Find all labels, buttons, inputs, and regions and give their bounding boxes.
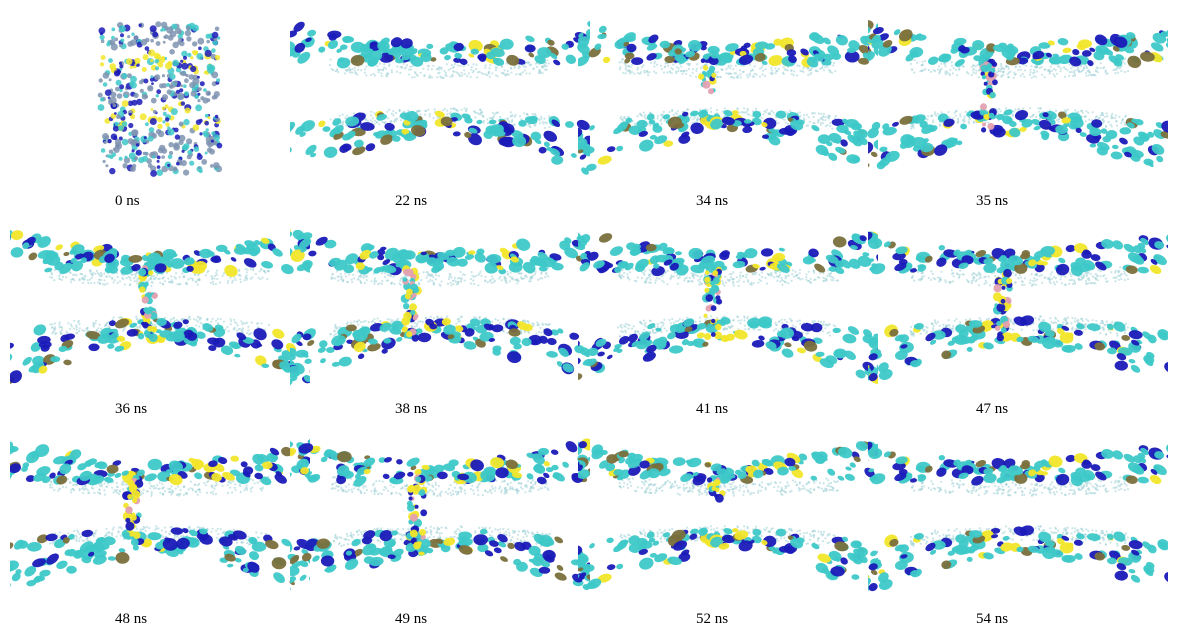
snapshot-frame: 22 ns	[290, 8, 590, 220]
snapshot-time-label: 22 ns	[395, 193, 427, 210]
snapshot-time-label: 47 ns	[976, 401, 1008, 418]
snapshot-frame: 48 ns	[10, 426, 310, 638]
snapshot-frame: 36 ns	[10, 216, 310, 428]
snapshot-time-label: 36 ns	[115, 401, 147, 418]
snapshot-image	[868, 216, 1168, 396]
snapshot-image	[290, 8, 590, 188]
snapshot-image	[10, 8, 310, 188]
snapshot-image	[10, 426, 310, 606]
snapshot-image	[290, 426, 590, 606]
snapshot-frame: 34 ns	[578, 8, 878, 220]
snapshot-frame: 35 ns	[868, 8, 1168, 220]
snapshot-time-label: 35 ns	[976, 193, 1008, 210]
snapshot-frame: 47 ns	[868, 216, 1168, 428]
snapshot-frame: 49 ns	[290, 426, 590, 638]
snapshot-time-label: 34 ns	[696, 193, 728, 210]
snapshot-image	[578, 8, 878, 188]
snapshot-time-label: 54 ns	[976, 611, 1008, 628]
snapshot-image	[578, 426, 878, 606]
snapshot-time-label: 49 ns	[395, 611, 427, 628]
snapshot-image	[10, 216, 310, 396]
snapshot-frame: 41 ns	[578, 216, 878, 428]
snapshot-time-label: 0 ns	[115, 193, 140, 210]
snapshot-image	[868, 8, 1168, 188]
snapshot-image	[290, 216, 590, 396]
snapshot-image	[868, 426, 1168, 606]
snapshot-frame: 38 ns	[290, 216, 590, 428]
snapshot-frame: 0 ns	[10, 8, 310, 220]
snapshot-frame: 54 ns	[868, 426, 1168, 638]
snapshot-frame: 52 ns	[578, 426, 878, 638]
snapshot-image	[578, 216, 878, 396]
snapshot-time-label: 41 ns	[696, 401, 728, 418]
snapshot-time-label: 38 ns	[395, 401, 427, 418]
snapshot-time-label: 52 ns	[696, 611, 728, 628]
snapshot-time-label: 48 ns	[115, 611, 147, 628]
